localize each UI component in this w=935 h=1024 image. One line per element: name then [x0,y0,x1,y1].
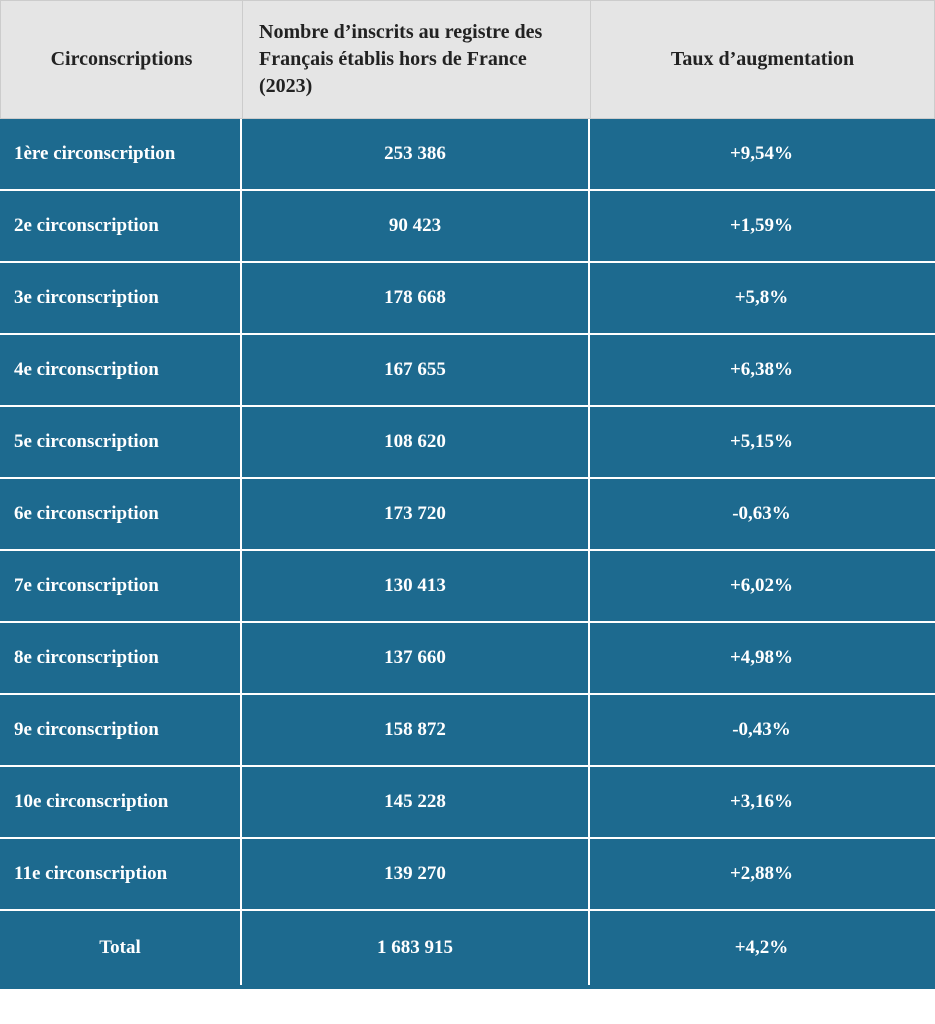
cell-inscrits: 158 872 [242,695,590,765]
cell-inscrits: 173 720 [242,479,590,549]
cell-taux: +9,54% [590,119,933,189]
header-circonscriptions: Circonscriptions [1,1,243,118]
table-row: 5e circonscription 108 620 +5,15% [0,407,935,479]
table-row: 10e circonscription 145 228 +3,16% [0,767,935,839]
table-row: 11e circonscription 139 270 +2,88% [0,839,935,911]
cell-taux: +1,59% [590,191,933,261]
header-inscrits: Nombre d’inscrits au registre des França… [243,1,591,118]
cell-inscrits: 108 620 [242,407,590,477]
cell-circonscription: 11e circonscription [0,839,242,909]
cell-taux: +6,38% [590,335,933,405]
table-row: 9e circonscription 158 872 -0,43% [0,695,935,767]
header-taux: Taux d’augmentation [591,1,934,118]
cell-taux: +2,88% [590,839,933,909]
cell-taux: +6,02% [590,551,933,621]
cell-inscrits: 137 660 [242,623,590,693]
cell-circonscription: 7e circonscription [0,551,242,621]
cell-inscrits: 178 668 [242,263,590,333]
cell-circonscription: 10e circonscription [0,767,242,837]
cell-total-taux: +4,2% [590,911,933,985]
cell-circonscription: 9e circonscription [0,695,242,765]
cell-inscrits: 145 228 [242,767,590,837]
table-row: 8e circonscription 137 660 +4,98% [0,623,935,695]
table-row: 6e circonscription 173 720 -0,63% [0,479,935,551]
table-row: 7e circonscription 130 413 +6,02% [0,551,935,623]
cell-circonscription: 1ère circonscription [0,119,242,189]
cell-circonscription: 8e circonscription [0,623,242,693]
cell-inscrits: 130 413 [242,551,590,621]
cell-inscrits: 167 655 [242,335,590,405]
cell-total-inscrits: 1 683 915 [242,911,590,985]
cell-taux: +3,16% [590,767,933,837]
table-row: 4e circonscription 167 655 +6,38% [0,335,935,407]
cell-circonscription: 3e circonscription [0,263,242,333]
table-row: 1ère circonscription 253 386 +9,54% [0,119,935,191]
cell-circonscription: 6e circonscription [0,479,242,549]
data-table: Circonscriptions Nombre d’inscrits au re… [0,0,935,989]
cell-taux: +5,8% [590,263,933,333]
table-header-row: Circonscriptions Nombre d’inscrits au re… [0,0,935,119]
cell-total-label: Total [0,911,242,985]
cell-circonscription: 2e circonscription [0,191,242,261]
cell-taux: +5,15% [590,407,933,477]
cell-taux: -0,63% [590,479,933,549]
cell-taux: -0,43% [590,695,933,765]
cell-inscrits: 139 270 [242,839,590,909]
table-total-row: Total 1 683 915 +4,2% [0,911,935,989]
cell-taux: +4,98% [590,623,933,693]
table-row: 2e circonscription 90 423 +1,59% [0,191,935,263]
cell-inscrits: 253 386 [242,119,590,189]
cell-inscrits: 90 423 [242,191,590,261]
cell-circonscription: 5e circonscription [0,407,242,477]
table-row: 3e circonscription 178 668 +5,8% [0,263,935,335]
cell-circonscription: 4e circonscription [0,335,242,405]
